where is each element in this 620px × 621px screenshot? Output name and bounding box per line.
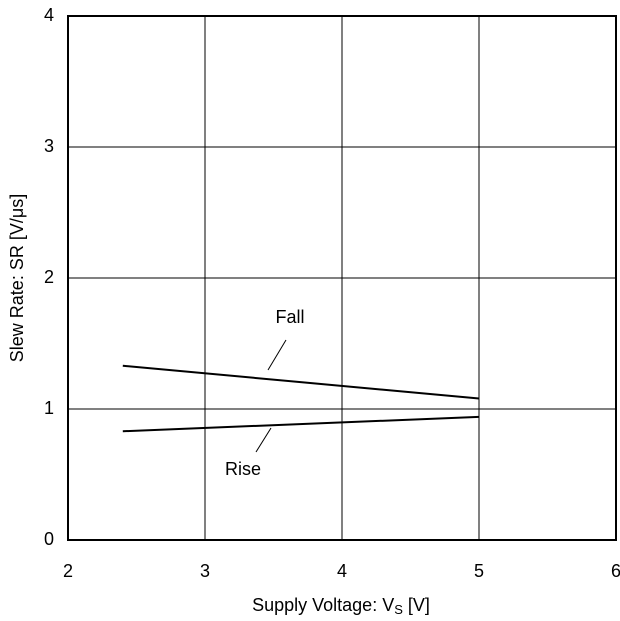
rise-label: Rise [225, 459, 261, 479]
x-tick-label: 4 [337, 561, 347, 581]
x-label-sub: S [394, 602, 403, 617]
x-tick-label: 2 [63, 561, 73, 581]
y-tick-label: 3 [44, 136, 54, 156]
y-axis-label: Slew Rate: SR [V/μs] [7, 194, 27, 362]
y-tick-label: 2 [44, 267, 54, 287]
fall-label: Fall [275, 307, 304, 327]
series-line [122, 364, 480, 400]
x-tick-label: 3 [200, 561, 210, 581]
y-tick-label: 0 [44, 529, 54, 549]
rise-leader [255, 427, 272, 453]
plot-frame [67, 15, 617, 541]
fall-leader [267, 339, 287, 371]
x-label-suffix: [V] [403, 595, 430, 615]
series-line [122, 415, 480, 433]
x-axis-label: Supply Voltage: VS [V] [252, 595, 430, 618]
x-label-text: Supply Voltage: V [252, 595, 394, 615]
y-tick-label: 1 [44, 398, 54, 418]
y-tick-label: 4 [44, 5, 54, 25]
x-tick-label: 6 [611, 561, 620, 581]
x-tick-label: 5 [474, 561, 484, 581]
